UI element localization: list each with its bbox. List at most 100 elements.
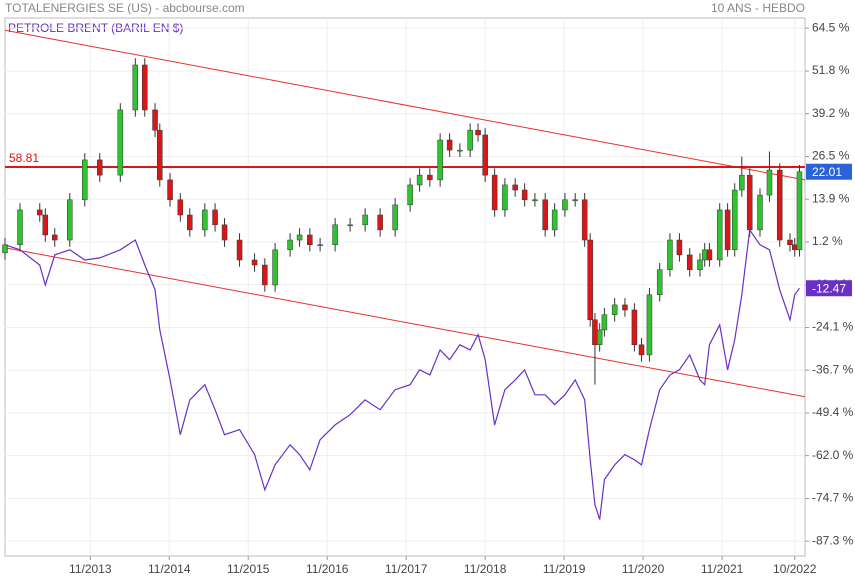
last-value-box xyxy=(806,280,852,297)
y-tick-label: -87.3 % xyxy=(812,533,854,547)
last-value-label: 22.01 xyxy=(812,165,842,179)
candle-body xyxy=(437,139,443,181)
series-line xyxy=(4,228,800,520)
candle-body xyxy=(622,304,628,311)
candle-body xyxy=(521,189,528,201)
trend-line xyxy=(4,29,806,181)
x-tick-label: 11/2015 xyxy=(227,562,270,576)
candle-body xyxy=(482,134,488,176)
y-tick-label: -74.7 % xyxy=(812,491,854,505)
candle-body xyxy=(82,159,88,201)
candle-body xyxy=(638,344,645,356)
y-tick-label: -36.7 % xyxy=(812,362,854,376)
candle-body xyxy=(796,171,803,251)
candle-body xyxy=(317,244,323,247)
candle-body xyxy=(236,239,243,261)
candle-body xyxy=(656,269,663,296)
candle-body xyxy=(377,214,383,231)
period: 10 ANS - HEBDO xyxy=(711,1,805,15)
candle-body xyxy=(491,174,498,211)
candle-body xyxy=(307,234,313,246)
x-tick-label: 11/2013 xyxy=(69,562,112,576)
reference-label: 58.81 xyxy=(9,151,39,165)
candle-body xyxy=(791,244,798,251)
candle-body xyxy=(221,224,228,241)
candle-body xyxy=(731,189,738,251)
candle-body xyxy=(167,179,173,201)
candle-body xyxy=(542,199,548,231)
candle-body xyxy=(587,239,593,321)
candle-body xyxy=(202,209,208,231)
candle-body xyxy=(97,159,103,176)
candle-body xyxy=(724,209,731,251)
y-tick-label: -49.4 % xyxy=(812,405,854,419)
candle-body xyxy=(287,239,293,251)
candle-body xyxy=(697,259,703,271)
candle-body xyxy=(551,209,558,231)
candle-body xyxy=(646,294,653,356)
candle-body xyxy=(187,214,193,231)
candle-body xyxy=(581,199,588,241)
candle-body xyxy=(212,209,218,226)
plot-area xyxy=(4,17,806,557)
candle-body xyxy=(676,239,683,256)
y-tick-label: 39.2 % xyxy=(812,106,850,120)
candle-body xyxy=(272,249,278,286)
last-value-box xyxy=(806,163,852,180)
candle-body xyxy=(36,209,43,216)
x-tick-label: 11/2019 xyxy=(543,562,586,576)
candle-body xyxy=(52,234,58,241)
candle-body xyxy=(347,224,353,227)
candle-body xyxy=(416,174,423,186)
y-tick-label: -24.1 % xyxy=(812,320,854,334)
candle-body xyxy=(262,264,268,286)
candle-body xyxy=(787,239,793,246)
candle-body xyxy=(332,224,338,246)
candle-body xyxy=(706,249,713,261)
candle-body xyxy=(502,184,508,211)
candle-body xyxy=(177,199,184,216)
candle-body xyxy=(117,109,124,176)
candle-body xyxy=(512,184,518,191)
candle-body xyxy=(746,174,753,231)
candle-body xyxy=(667,239,673,271)
candle-body xyxy=(157,129,163,181)
candle-body xyxy=(766,169,773,196)
candle-body xyxy=(17,209,23,246)
x-tick-label: 11/2016 xyxy=(306,562,349,576)
x-tick-label: 11/2014 xyxy=(148,562,191,576)
y-tick-label: -62.0 % xyxy=(812,448,854,462)
candle-body xyxy=(2,244,8,254)
candle-body xyxy=(739,174,745,191)
candle-body xyxy=(296,234,303,241)
candle-body xyxy=(562,199,568,211)
candle-body xyxy=(67,199,73,241)
candle-body xyxy=(362,214,368,226)
candle-body xyxy=(631,309,638,346)
chart-title: TOTALENERGIES SE (US) - abcbourse.com xyxy=(5,1,245,15)
candle-body xyxy=(407,184,413,206)
candle-body xyxy=(475,129,481,136)
y-tick-label: 51.8 % xyxy=(812,63,850,77)
x-tick-label: 11/2017 xyxy=(385,562,428,576)
y-tick-label: 1.2 % xyxy=(812,234,843,248)
candle-body xyxy=(152,109,158,131)
candle-body xyxy=(392,204,398,231)
x-tick-label: 10/2022 xyxy=(773,562,817,576)
y-tick-label: 64.5 % xyxy=(812,20,850,34)
candle-body xyxy=(716,209,723,261)
candle-body xyxy=(757,194,763,231)
candle-body xyxy=(592,319,598,346)
candle-body xyxy=(572,199,578,202)
x-tick-label: 11/2018 xyxy=(464,562,507,576)
candle-body xyxy=(457,149,463,152)
y-tick-label: 26.5 % xyxy=(812,149,850,163)
candle-body xyxy=(132,64,139,111)
candle-body xyxy=(776,169,783,241)
candle-body xyxy=(532,199,538,202)
candle-body xyxy=(251,259,258,266)
candle-body xyxy=(467,129,473,151)
candle-body xyxy=(446,139,453,151)
candle-body xyxy=(42,214,49,236)
